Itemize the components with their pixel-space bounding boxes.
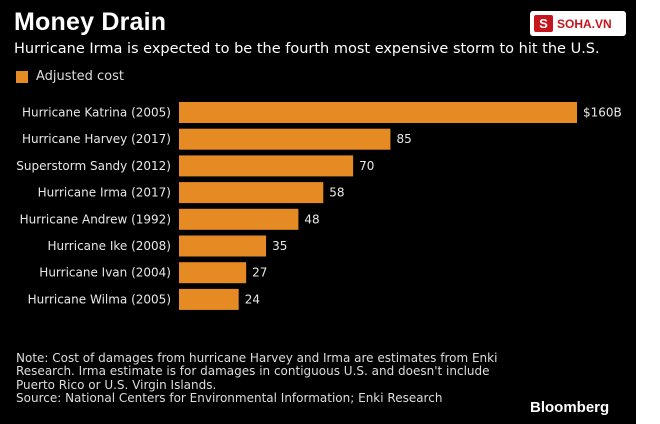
value-label: 35 [272, 239, 287, 253]
bar-4 [179, 208, 299, 230]
bar-6 [179, 262, 247, 284]
category-label: Superstorm Sandy (2012) [16, 159, 171, 173]
bar-0 [179, 102, 577, 123]
bar-2 [179, 155, 354, 177]
legend: Adjusted cost [16, 69, 124, 84]
soha-watermark: S SOHA.VN [530, 11, 626, 36]
chart-subtitle: Hurricane Irma is expected to be the fou… [14, 41, 600, 57]
category-label: Hurricane Harvey (2017) [22, 132, 171, 146]
category-label: Hurricane Wilma (2005) [28, 292, 171, 306]
note-line: Research. Irma estimate is for damages i… [16, 364, 490, 379]
bloomberg-logo: Bloomberg [530, 399, 610, 416]
category-label: Hurricane Katrina (2005) [22, 106, 171, 120]
bar-1 [179, 128, 391, 150]
note-line: Puerto Rico or U.S. Virgin Islands. [16, 377, 217, 392]
category-label: Hurricane Ivan (2004) [39, 266, 171, 280]
value-label: 70 [359, 159, 374, 173]
value-label: 27 [252, 266, 267, 280]
value-label: 24 [245, 292, 260, 306]
value-label: 85 [396, 132, 411, 146]
value-label: 48 [304, 212, 319, 226]
soha-watermark-text: SOHA.VN [557, 16, 612, 31]
chart-title: Money Drain [14, 8, 167, 36]
value-label: $160B [583, 106, 622, 120]
bar-3 [179, 182, 324, 204]
bar-5 [179, 235, 267, 257]
legend-label: Adjusted cost [36, 69, 124, 84]
chart-canvas: Money Drain Hurricane Irma is expected t… [0, 0, 636, 424]
bar-7 [179, 288, 239, 310]
category-label: Hurricane Ike (2008) [47, 239, 171, 253]
category-label: Hurricane Andrew (1992) [20, 212, 171, 226]
source-line: Source: National Centers for Environment… [16, 391, 443, 406]
note-line: Note: Cost of damages from hurricane Har… [16, 351, 498, 365]
soha-logo-icon: S [534, 15, 553, 32]
value-label: 58 [329, 186, 344, 200]
legend-swatch [16, 70, 28, 83]
bar-chart: Hurricane Katrina (2005) $160B Hurricane H… [16, 102, 622, 310]
footnote: Note: Cost of damages from hurricane Har… [16, 351, 516, 406]
category-label: Hurricane Irma (2017) [38, 186, 171, 200]
